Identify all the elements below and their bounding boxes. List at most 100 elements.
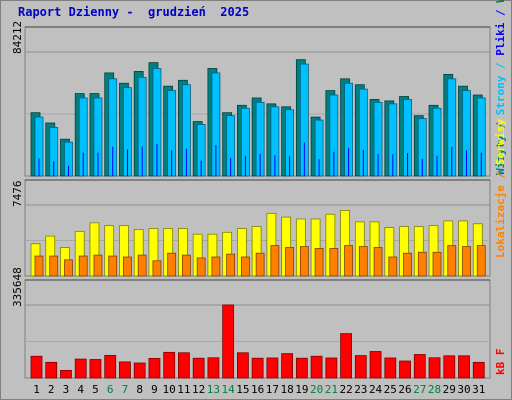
x-tick-label-12: 12 (192, 383, 205, 396)
bar-kbytes-day-22 (340, 333, 352, 379)
bar-locations-day-14 (226, 253, 236, 277)
legend-hits-panel: Wizyty / Strony / Pliki / Wywołania (494, 0, 507, 175)
bar-kbytes-day-15 (236, 352, 249, 379)
legend-sites-panel: Lokalizacje / Serwisy (494, 119, 507, 258)
bar-kbytes-day-8 (133, 362, 146, 379)
bar-kbytes-day-19 (295, 357, 308, 379)
bar-locations-day-18 (285, 247, 295, 277)
x-tick-label-10: 10 (163, 383, 176, 396)
bar-locations-day-16 (255, 252, 265, 277)
x-tick-label-15: 15 (236, 383, 249, 396)
bar-kbytes-day-11 (178, 352, 190, 379)
x-tick-label-26: 26 (398, 383, 411, 396)
bar-locations-day-2 (49, 255, 59, 277)
page-title: Raport Dzienny - grudzień 2025 (18, 5, 250, 19)
bar-kbytes-day-16 (251, 357, 264, 379)
x-tick-label-25: 25 (384, 383, 397, 396)
bar-locations-day-6 (108, 255, 118, 277)
bar-kbytes-day-23 (354, 355, 367, 379)
bar-locations-day-12 (196, 257, 206, 277)
bar-kbytes-day-9 (148, 358, 161, 379)
y-max-label-kbytes: 335648 (11, 267, 24, 307)
x-tick-label-21: 21 (325, 383, 338, 396)
bar-locations-day-13 (211, 256, 221, 277)
legend-sites-panel-item-1: Lokalizacje / (494, 165, 507, 258)
legend-hits-panel-item-1: Wizyty / (494, 115, 507, 175)
legend-hits-panel-item-3: Pliki / (494, 3, 507, 56)
legend-hits-panel-item-2: Strony / (494, 56, 507, 116)
x-tick-label-5: 5 (92, 383, 99, 396)
bar-locations-day-30 (462, 246, 471, 277)
bar-locations-day-7 (123, 256, 132, 277)
bar-kbytes-day-18 (281, 353, 294, 379)
bar-locations-day-31 (476, 245, 486, 277)
bar-kbytes-day-2 (45, 361, 58, 379)
x-tick-label-3: 3 (63, 383, 70, 396)
legend-kbytes-panel-item-1: kB F (494, 349, 507, 376)
x-tick-label-23: 23 (354, 383, 367, 396)
bar-locations-day-25 (388, 256, 398, 277)
bar-kbytes-day-17 (266, 357, 279, 379)
bar-kbytes-day-14 (222, 304, 235, 379)
y-max-label-sites: 7476 (11, 181, 24, 208)
bar-locations-day-29 (447, 245, 457, 277)
bar-locations-day-24 (373, 247, 383, 277)
bar-locations-day-20 (314, 248, 324, 277)
bar-kbytes-day-29 (443, 355, 456, 379)
bar-locations-day-22 (344, 245, 353, 277)
x-tick-label-9: 9 (151, 383, 158, 396)
x-tick-label-7: 7 (122, 383, 129, 396)
bar-locations-day-3 (64, 259, 73, 277)
bar-kbytes-day-25 (384, 357, 397, 379)
bar-locations-day-21 (329, 248, 339, 277)
bar-kbytes-day-1 (30, 355, 43, 379)
bar-locations-day-17 (270, 245, 280, 277)
bar-locations-day-26 (403, 252, 412, 277)
bar-kbytes-day-21 (325, 357, 338, 379)
x-tick-label-8: 8 (136, 383, 143, 396)
legend-sites-panel-item-2: Serwisy (494, 119, 507, 166)
bar-kbytes-day-20 (310, 355, 323, 379)
bar-locations-day-4 (78, 255, 88, 277)
x-tick-label-22: 22 (339, 383, 352, 396)
x-tick-label-4: 4 (77, 383, 84, 396)
x-tick-label-1: 1 (33, 383, 40, 396)
x-tick-label-24: 24 (369, 383, 383, 396)
bar-kbytes-day-27 (413, 354, 426, 379)
bar-kbytes-day-28 (428, 357, 441, 379)
x-tick-label-20: 20 (310, 383, 323, 396)
x-tick-label-31: 31 (472, 383, 485, 396)
bar-kbytes-day-26 (399, 360, 411, 379)
bar-locations-day-23 (358, 246, 368, 277)
bar-kbytes-day-31 (472, 361, 485, 379)
x-tick-label-27: 27 (413, 383, 426, 396)
x-tick-label-2: 2 (48, 383, 55, 396)
bar-kbytes-day-24 (369, 351, 382, 379)
bar-kbytes-day-6 (104, 354, 117, 379)
bar-kbytes-day-12 (192, 357, 205, 379)
x-tick-label-14: 14 (222, 383, 236, 396)
x-tick-label-19: 19 (295, 383, 308, 396)
y-max-label-hits: 84212 (11, 21, 24, 54)
bar-kbytes-day-7 (119, 361, 131, 379)
bar-locations-day-15 (240, 256, 250, 277)
x-tick-label-13: 13 (207, 383, 220, 396)
legend-hits-panel-item-4: Wywołania (494, 0, 507, 3)
bar-kbytes-day-10 (163, 351, 176, 379)
x-tick-label-18: 18 (280, 383, 293, 396)
bar-kbytes-day-13 (207, 357, 220, 379)
bar-locations-day-10 (167, 252, 177, 277)
x-tick-label-28: 28 (428, 383, 441, 396)
x-tick-label-11: 11 (177, 383, 190, 396)
bar-locations-day-19 (299, 246, 309, 277)
x-tick-label-29: 29 (443, 383, 456, 396)
bar-kbytes-day-30 (458, 355, 470, 379)
bar-kbytes-day-4 (74, 358, 87, 379)
legend-kbytes-panel: kB F (494, 349, 507, 376)
bar-locations-day-27 (417, 251, 427, 277)
x-tick-label-30: 30 (457, 383, 470, 396)
bar-locations-day-8 (137, 254, 147, 277)
bar-kbytes-day-5 (89, 359, 102, 379)
x-tick-label-17: 17 (266, 383, 279, 396)
